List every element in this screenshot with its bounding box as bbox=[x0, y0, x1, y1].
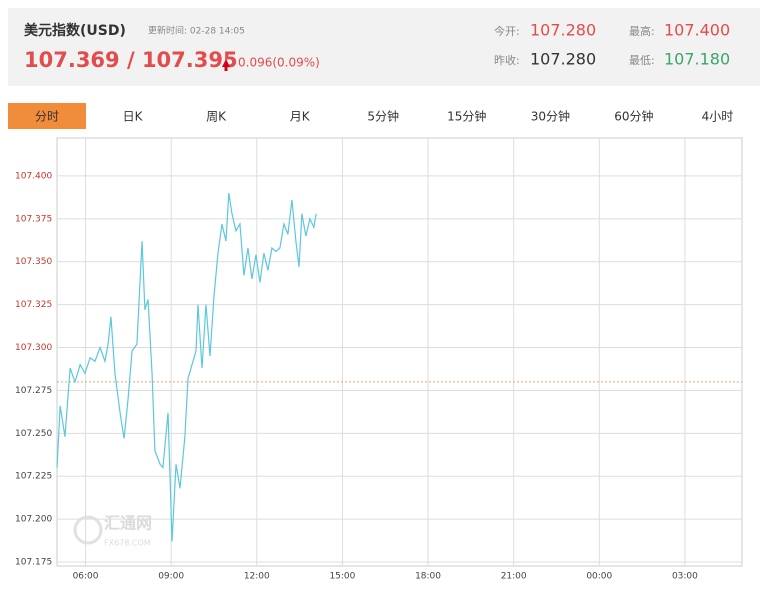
tab[interactable]: 60分钟 bbox=[614, 109, 653, 124]
y-tick-label: 107.225 bbox=[15, 472, 52, 482]
tab[interactable]: 5分钟 bbox=[367, 109, 399, 124]
stat-label: 今开: bbox=[494, 24, 520, 38]
y-tick-label: 107.350 bbox=[15, 257, 52, 267]
tab-active-bg[interactable] bbox=[8, 103, 86, 129]
x-tick-label: 18:00 bbox=[415, 572, 441, 582]
tab[interactable]: 4小时 bbox=[702, 110, 734, 124]
up-arrow bbox=[222, 59, 230, 71]
tab[interactable]: 月K bbox=[290, 110, 311, 124]
watermark-name: 汇通网 bbox=[104, 514, 152, 533]
stat-label: 最低: bbox=[629, 54, 655, 67]
x-tick-label: 00:00 bbox=[586, 572, 612, 582]
x-tick-label: 21:00 bbox=[501, 572, 527, 582]
change: 0.096(0.09%) bbox=[238, 56, 320, 70]
x-tick-label: 03:00 bbox=[672, 572, 698, 582]
chart: 107.175 107.200 107.225 107.250 107.275 107.3… bbox=[15, 137, 743, 582]
update-time: 更新时间: 02-28 14:05 bbox=[148, 25, 245, 37]
y-tick-label: 107.375 bbox=[15, 214, 52, 224]
y-tick-label: 107.400 bbox=[15, 171, 52, 181]
tab[interactable]: 分时 bbox=[35, 110, 59, 124]
y-tick-label: 107.250 bbox=[15, 429, 52, 439]
y-tick-label: 107.300 bbox=[15, 343, 52, 353]
tab[interactable]: 30分钟 bbox=[531, 109, 570, 124]
y-tick-label: 107.175 bbox=[15, 558, 52, 568]
watermark: 汇通网 FX678.COM bbox=[73, 514, 152, 548]
header-panel bbox=[8, 8, 760, 86]
price-line bbox=[56, 192, 317, 542]
stat-value: 107.180 bbox=[664, 50, 730, 69]
watermark-logo bbox=[73, 515, 103, 545]
tab[interactable]: 15分钟 bbox=[447, 109, 486, 124]
stat-value: 107.280 bbox=[530, 21, 596, 40]
y-tick-label: 107.200 bbox=[15, 515, 52, 525]
x-tick-label: 09:00 bbox=[158, 572, 184, 582]
stat-label: 昨收: bbox=[494, 53, 520, 67]
tab[interactable]: 日K bbox=[123, 110, 144, 124]
y-tick-label: 107.325 bbox=[15, 300, 52, 310]
tab-bar: 分时 日K 周K 月K 5分钟 15分钟 30分钟 60分钟 4小时 bbox=[8, 103, 733, 129]
tab[interactable]: 周K bbox=[206, 110, 227, 124]
stat-value: 107.280 bbox=[530, 50, 596, 69]
price: 107.369 / 107.395 bbox=[24, 48, 238, 72]
stat-value: 107.400 bbox=[664, 21, 730, 40]
x-tick-label: 06:00 bbox=[73, 572, 99, 582]
x-tick-label: 15:00 bbox=[329, 572, 355, 582]
stat-label: 最高: bbox=[629, 24, 655, 38]
y-tick-label: 107.275 bbox=[15, 386, 52, 396]
x-tick-label: 12:00 bbox=[244, 572, 270, 582]
plot-border bbox=[56, 137, 743, 567]
title: 美元指数(USD) bbox=[24, 22, 126, 39]
watermark-site: FX678.COM bbox=[104, 539, 151, 548]
